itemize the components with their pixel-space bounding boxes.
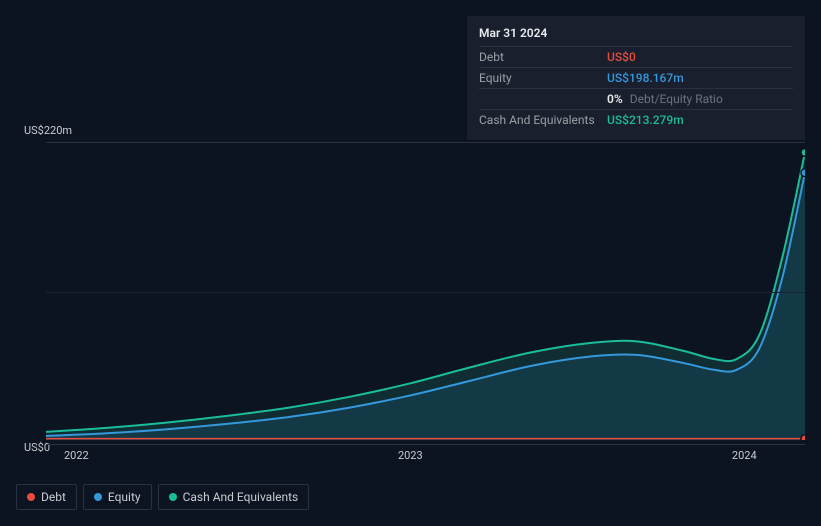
y-axis-max-label: US$220m (24, 124, 72, 137)
tooltip-row-debt: Debt US$0 (479, 46, 793, 67)
tooltip-value: US$0 (607, 50, 636, 64)
tooltip-label (479, 92, 607, 106)
tooltip-label: Equity (479, 71, 607, 85)
dot-icon (94, 493, 102, 501)
chart-plot[interactable] (46, 142, 805, 440)
dot-icon (169, 493, 177, 501)
dot-icon (27, 493, 35, 501)
tooltip-row-ratio: 0% Debt/Equity Ratio (479, 88, 793, 109)
tooltip-row-equity: Equity US$198.167m (479, 67, 793, 88)
legend-item-cash[interactable]: Cash And Equivalents (158, 484, 310, 510)
tooltip-value: US$198.167m (607, 71, 684, 85)
tooltip-value: 0% (607, 92, 623, 106)
tooltip-date: Mar 31 2024 (479, 26, 793, 46)
tooltip-label: Debt (479, 50, 607, 64)
x-tick: 2022 (64, 449, 89, 462)
legend-label: Equity (108, 490, 141, 504)
legend-item-equity[interactable]: Equity (83, 484, 152, 510)
tooltip-ratio-suffix: Debt/Equity Ratio (630, 92, 723, 106)
x-tick: 2024 (732, 449, 757, 462)
legend-item-debt[interactable]: Debt (16, 484, 77, 510)
legend-label: Cash And Equivalents (183, 490, 299, 504)
x-tick: 2023 (398, 449, 423, 462)
x-axis: 2022 2023 2024 (46, 444, 805, 458)
chart-area: US$220m US$0 2022 2023 2024 (16, 120, 805, 476)
chart-legend: Debt Equity Cash And Equivalents (16, 484, 309, 510)
legend-label: Debt (41, 490, 66, 504)
